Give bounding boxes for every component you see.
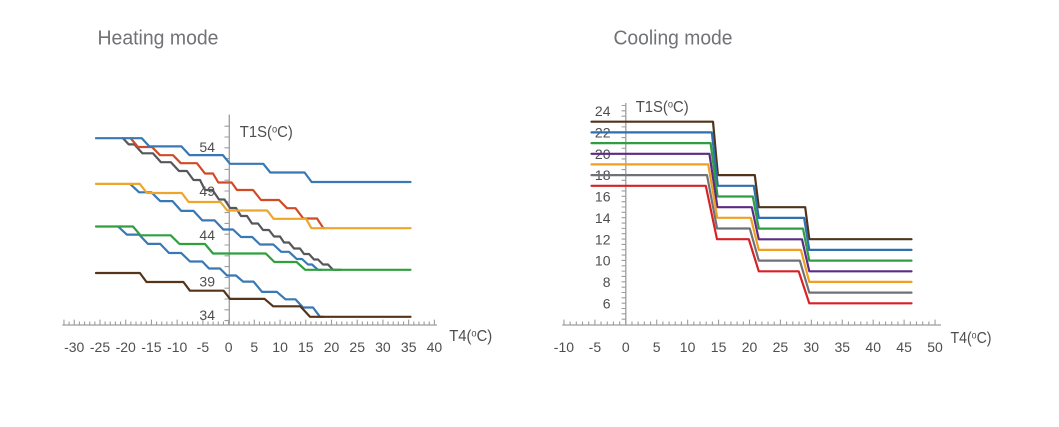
svg-text:35: 35 — [401, 339, 417, 355]
svg-text:Cooling mode: Cooling mode — [614, 28, 733, 50]
svg-text:Heating mode: Heating mode — [98, 28, 219, 50]
svg-text:10: 10 — [595, 253, 611, 269]
svg-text:-5: -5 — [589, 339, 602, 355]
svg-text:8: 8 — [603, 274, 611, 290]
svg-text:-25: -25 — [90, 339, 110, 355]
svg-text:-15: -15 — [141, 339, 161, 355]
svg-text:40: 40 — [865, 339, 881, 355]
svg-text:T4(oC): T4(oC) — [449, 328, 492, 345]
svg-text:T1S(oC): T1S(oC) — [240, 124, 293, 141]
svg-text:10: 10 — [272, 339, 288, 355]
svg-text:-10: -10 — [554, 339, 574, 355]
svg-text:35: 35 — [835, 339, 851, 355]
svg-text:0: 0 — [225, 339, 233, 355]
svg-text:24: 24 — [595, 103, 611, 119]
svg-text:-30: -30 — [64, 339, 84, 355]
svg-text:15: 15 — [711, 339, 727, 355]
svg-text:-5: -5 — [197, 339, 210, 355]
svg-text:10: 10 — [680, 339, 696, 355]
svg-text:-10: -10 — [167, 339, 187, 355]
svg-text:30: 30 — [804, 339, 820, 355]
svg-text:6: 6 — [603, 295, 611, 311]
svg-text:44: 44 — [199, 227, 215, 243]
svg-text:30: 30 — [375, 339, 391, 355]
svg-text:40: 40 — [427, 339, 443, 355]
svg-text:39: 39 — [199, 274, 215, 290]
svg-text:20: 20 — [742, 339, 758, 355]
svg-text:12: 12 — [595, 231, 611, 247]
svg-text:5: 5 — [250, 339, 258, 355]
svg-text:16: 16 — [595, 189, 611, 205]
svg-text:15: 15 — [298, 339, 314, 355]
svg-text:34: 34 — [199, 307, 215, 323]
svg-text:T1S(oC): T1S(oC) — [636, 99, 689, 116]
svg-text:5: 5 — [653, 339, 661, 355]
svg-text:0: 0 — [622, 339, 630, 355]
svg-text:54: 54 — [199, 139, 215, 155]
svg-text:25: 25 — [773, 339, 789, 355]
svg-text:T4(oC): T4(oC) — [951, 330, 992, 347]
svg-text:-20: -20 — [116, 339, 136, 355]
svg-text:20: 20 — [324, 339, 340, 355]
svg-text:50: 50 — [927, 339, 943, 355]
svg-text:45: 45 — [896, 339, 912, 355]
svg-text:25: 25 — [349, 339, 365, 355]
svg-text:14: 14 — [595, 210, 611, 226]
